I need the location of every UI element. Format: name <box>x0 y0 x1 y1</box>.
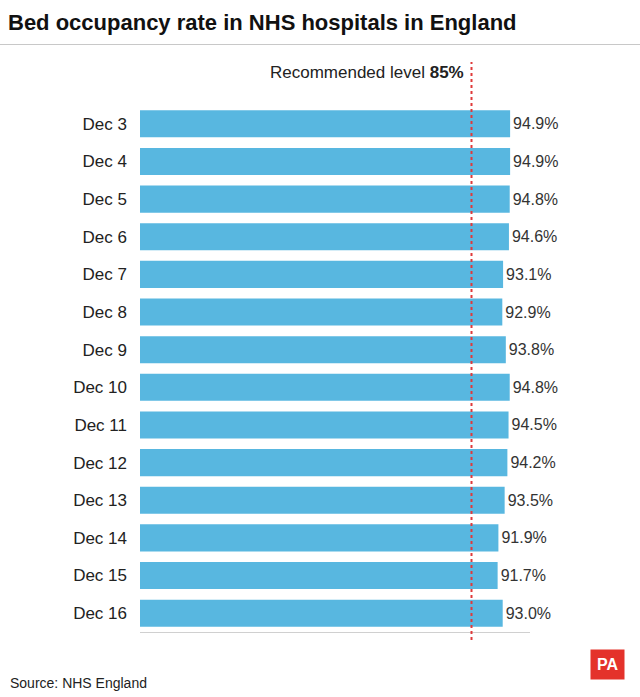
svg-text:Dec 14: Dec 14 <box>73 529 127 548</box>
svg-text:91.7%: 91.7% <box>501 567 546 584</box>
svg-text:Dec 10: Dec 10 <box>73 378 127 397</box>
svg-text:Dec 16: Dec 16 <box>73 604 127 623</box>
svg-text:Dec 4: Dec 4 <box>83 152 127 171</box>
svg-text:94.5%: 94.5% <box>512 416 557 433</box>
svg-text:94.2%: 94.2% <box>510 454 555 471</box>
svg-text:Bed occupancy rate in NHS hosp: Bed occupancy rate in NHS hospitals in E… <box>8 10 517 35</box>
svg-text:94.9%: 94.9% <box>513 153 558 170</box>
svg-text:Source: NHS England: Source: NHS England <box>10 675 147 691</box>
svg-text:94.8%: 94.8% <box>513 379 558 396</box>
svg-text:Dec 8: Dec 8 <box>83 303 127 322</box>
svg-text:91.9%: 91.9% <box>501 529 546 546</box>
svg-text:93.8%: 93.8% <box>509 341 554 358</box>
svg-text:94.8%: 94.8% <box>513 191 558 208</box>
svg-text:93.1%: 93.1% <box>506 266 551 283</box>
svg-text:94.9%: 94.9% <box>513 115 558 132</box>
svg-text:Dec 13: Dec 13 <box>73 491 127 510</box>
svg-text:93.5%: 93.5% <box>508 492 553 509</box>
svg-text:Dec 11: Dec 11 <box>74 416 127 435</box>
svg-text:Dec 9: Dec 9 <box>83 341 127 360</box>
svg-text:Dec 12: Dec 12 <box>73 454 127 473</box>
svg-text:Dec 3: Dec 3 <box>83 115 127 134</box>
svg-text:94.6%: 94.6% <box>512 228 557 245</box>
svg-text:92.9%: 92.9% <box>505 304 550 321</box>
svg-text:Recommended level 85%: Recommended level 85% <box>270 63 464 82</box>
svg-text:Dec 6: Dec 6 <box>83 228 127 247</box>
svg-text:Dec 15: Dec 15 <box>73 566 127 585</box>
svg-text:93.0%: 93.0% <box>506 605 551 622</box>
svg-text:PA: PA <box>597 656 618 673</box>
svg-text:Dec 7: Dec 7 <box>83 265 127 284</box>
svg-text:Dec 5: Dec 5 <box>83 190 127 209</box>
